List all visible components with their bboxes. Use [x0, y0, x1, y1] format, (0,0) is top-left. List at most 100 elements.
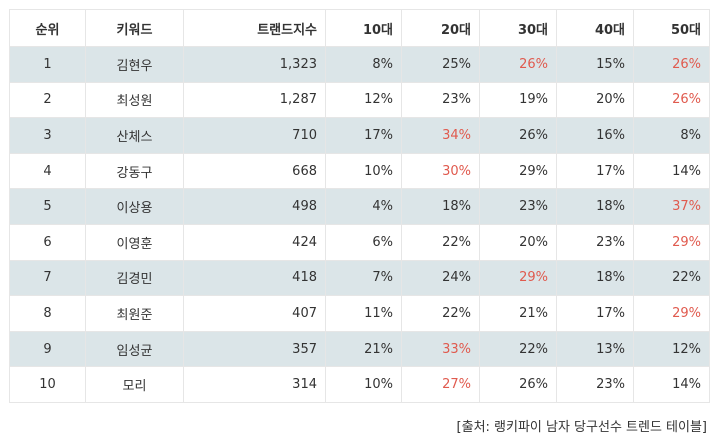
cell-keyword: 김현우: [85, 46, 184, 83]
cell-rank: 6: [9, 223, 86, 261]
cell-age-20s: 33%: [401, 330, 480, 368]
cell-rank: 2: [9, 81, 86, 119]
cell-age-50s: 12%: [633, 330, 710, 368]
cell-rank: 10: [9, 366, 86, 403]
cell-age-40s: 17%: [556, 295, 634, 332]
cell-keyword: 임성균: [85, 330, 184, 368]
header-rank: 순위: [9, 9, 86, 47]
cell-age-40s: 15%: [556, 46, 634, 83]
cell-age-30s: 29%: [479, 152, 557, 190]
cell-age-20s: 27%: [401, 366, 480, 403]
cell-age-10s: 17%: [325, 117, 402, 154]
cell-age-10s: 11%: [325, 295, 402, 332]
table-row: 8 최원준 407 11% 22% 21% 17% 29%: [9, 295, 710, 332]
cell-age-10s: 4%: [325, 188, 402, 225]
cell-age-20s: 34%: [401, 117, 480, 154]
cell-trend-index: 710: [183, 117, 326, 154]
cell-age-40s: 18%: [556, 259, 634, 297]
table-row: 1 김현우 1,323 8% 25% 26% 15% 26%: [9, 46, 710, 83]
cell-age-30s: 29%: [479, 259, 557, 297]
cell-age-20s: 22%: [401, 295, 480, 332]
cell-age-10s: 7%: [325, 259, 402, 297]
cell-age-20s: 24%: [401, 259, 480, 297]
table-row: 10 모리 314 10% 27% 26% 23% 14%: [9, 366, 710, 403]
cell-age-30s: 19%: [479, 81, 557, 119]
cell-rank: 3: [9, 117, 86, 154]
table-row: 5 이상용 498 4% 18% 23% 18% 37%: [9, 188, 710, 225]
cell-trend-index: 357: [183, 330, 326, 368]
cell-age-20s: 22%: [401, 223, 480, 261]
cell-keyword: 김경민: [85, 259, 184, 297]
cell-age-50s: 14%: [633, 152, 710, 190]
table-header: 순위 키워드 트랜드지수 10대 20대 30대 40대 50대: [9, 9, 710, 47]
cell-age-50s: 26%: [633, 46, 710, 83]
cell-age-50s: 26%: [633, 81, 710, 119]
header-keyword: 키워드: [85, 9, 184, 47]
cell-keyword: 산체스: [85, 117, 184, 154]
cell-age-40s: 16%: [556, 117, 634, 154]
header-age-50s: 50대: [633, 9, 710, 47]
cell-age-10s: 6%: [325, 223, 402, 261]
table-row: 6 이영훈 424 6% 22% 20% 23% 29%: [9, 223, 710, 261]
cell-age-50s: 29%: [633, 223, 710, 261]
cell-trend-index: 1,287: [183, 81, 326, 119]
cell-rank: 7: [9, 259, 86, 297]
cell-age-30s: 23%: [479, 188, 557, 225]
cell-age-30s: 22%: [479, 330, 557, 368]
table-row: 4 강동구 668 10% 30% 29% 17% 14%: [9, 152, 710, 190]
table-row: 2 최성원 1,287 12% 23% 19% 20% 26%: [9, 81, 710, 119]
cell-keyword: 이영훈: [85, 223, 184, 261]
cell-rank: 4: [9, 152, 86, 190]
cell-age-30s: 26%: [479, 46, 557, 83]
header-age-10s: 10대: [325, 9, 402, 47]
cell-keyword: 최성원: [85, 81, 184, 119]
cell-age-40s: 17%: [556, 152, 634, 190]
cell-age-50s: 22%: [633, 259, 710, 297]
cell-age-10s: 10%: [325, 152, 402, 190]
cell-trend-index: 418: [183, 259, 326, 297]
cell-age-10s: 10%: [325, 366, 402, 403]
cell-trend-index: 407: [183, 295, 326, 332]
cell-trend-index: 498: [183, 188, 326, 225]
cell-keyword: 모리: [85, 366, 184, 403]
header-age-20s: 20대: [401, 9, 480, 47]
cell-trend-index: 1,323: [183, 46, 326, 83]
cell-keyword: 강동구: [85, 152, 184, 190]
cell-age-50s: 29%: [633, 295, 710, 332]
cell-age-50s: 37%: [633, 188, 710, 225]
cell-trend-index: 314: [183, 366, 326, 403]
cell-rank: 5: [9, 188, 86, 225]
trend-table: 순위 키워드 트랜드지수 10대 20대 30대 40대 50대 1 김현우 1,3…: [9, 9, 710, 403]
cell-age-20s: 23%: [401, 81, 480, 119]
cell-age-20s: 18%: [401, 188, 480, 225]
table-row: 7 김경민 418 7% 24% 29% 18% 22%: [9, 259, 710, 297]
cell-trend-index: 424: [183, 223, 326, 261]
cell-age-10s: 21%: [325, 330, 402, 368]
source-caption: [출처: 랭키파이 남자 당구선수 트렌드 테이블]: [456, 420, 707, 435]
cell-keyword: 이상용: [85, 188, 184, 225]
cell-age-30s: 20%: [479, 223, 557, 261]
table-row: 9 임성균 357 21% 33% 22% 13% 12%: [9, 330, 710, 368]
cell-age-30s: 26%: [479, 366, 557, 403]
header-trend-index: 트랜드지수: [183, 9, 326, 47]
cell-age-40s: 23%: [556, 366, 634, 403]
cell-rank: 9: [9, 330, 86, 368]
cell-rank: 1: [9, 46, 86, 83]
cell-age-10s: 12%: [325, 81, 402, 119]
table-row: 3 산체스 710 17% 34% 26% 16% 8%: [9, 117, 710, 154]
cell-rank: 8: [9, 295, 86, 332]
header-row: 순위 키워드 트랜드지수 10대 20대 30대 40대 50대: [9, 9, 710, 47]
header-age-30s: 30대: [479, 9, 557, 47]
cell-age-30s: 26%: [479, 117, 557, 154]
cell-age-30s: 21%: [479, 295, 557, 332]
cell-age-50s: 8%: [633, 117, 710, 154]
cell-age-20s: 25%: [401, 46, 480, 83]
cell-trend-index: 668: [183, 152, 326, 190]
cell-age-20s: 30%: [401, 152, 480, 190]
table-body: 1 김현우 1,323 8% 25% 26% 15% 26% 2 최성원 1,287 12% 23% 19…: [9, 46, 710, 403]
cell-keyword: 최원준: [85, 295, 184, 332]
header-age-40s: 40대: [556, 9, 634, 47]
cell-age-50s: 14%: [633, 366, 710, 403]
cell-age-40s: 23%: [556, 223, 634, 261]
